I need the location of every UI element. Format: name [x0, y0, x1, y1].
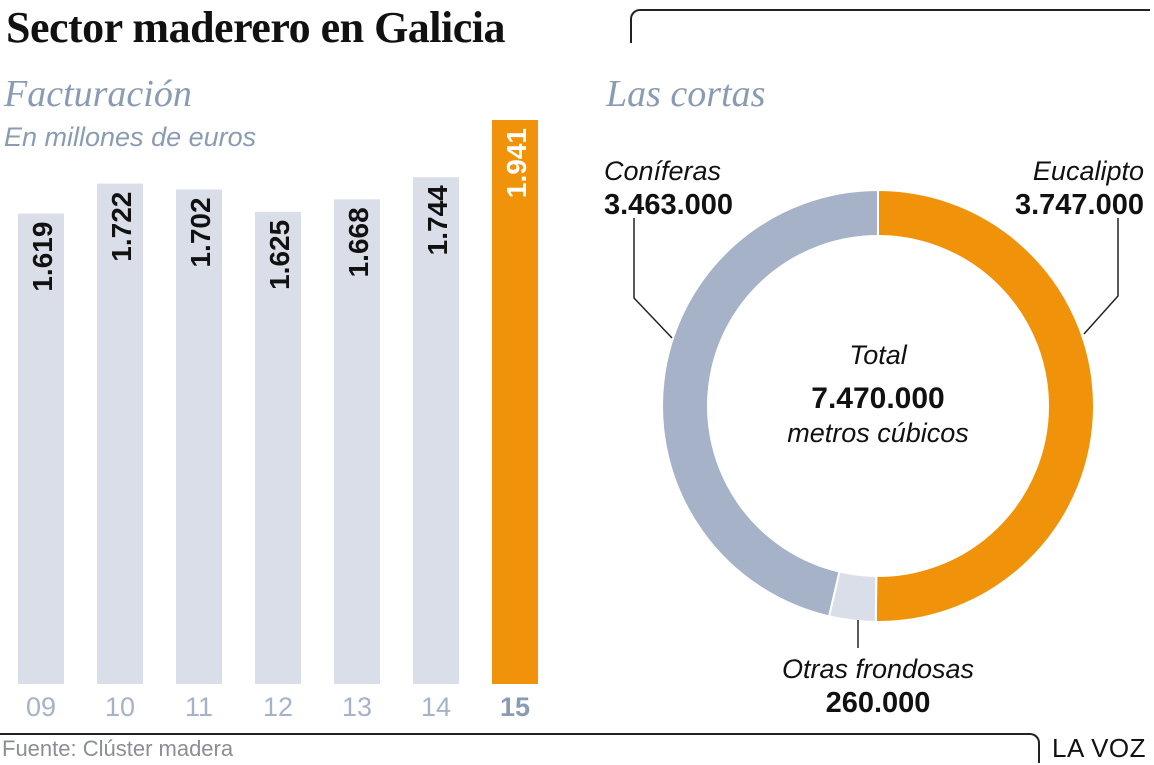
slice-name-otras-frondosas: Otras frondosas [782, 654, 974, 684]
donut-center-caption: Total [849, 340, 908, 370]
footer-rule [0, 733, 1040, 763]
bar-13 [334, 199, 380, 685]
title-rule [630, 9, 1150, 43]
slice-name-eucalipto: Eucalipto [1033, 156, 1144, 186]
bar-10 [97, 183, 143, 684]
slice-value-eucalipto: 3.747.000 [1015, 189, 1144, 221]
leader-line-coniferas [633, 218, 673, 339]
bar-09 [18, 213, 64, 684]
x-tick-13: 13 [342, 692, 372, 722]
slice-value-otras-frondosas: 260.000 [826, 687, 931, 719]
x-tick-10: 10 [105, 692, 135, 722]
bar-value-label-11: 1.702 [185, 197, 216, 267]
bar-value-label-13: 1.668 [343, 207, 374, 277]
donut-chart-title: Las cortas [606, 73, 766, 115]
brand-logo: LA VOZ [1052, 733, 1147, 763]
x-tick-12: 12 [263, 692, 293, 722]
bar-15 [492, 120, 538, 684]
x-tick-14: 14 [421, 692, 451, 722]
donut-center-unit: metros cúbicos [787, 418, 969, 448]
bar-value-label-12: 1.625 [264, 220, 295, 290]
slice-name-coniferas: Coníferas [604, 156, 721, 186]
donut-slice-con-feras [660, 188, 879, 618]
slice-value-coniferas: 3.463.000 [604, 189, 733, 221]
donut-center-total: 7.470.000 [811, 382, 944, 415]
page-title: Sector maderero en Galicia [6, 3, 506, 52]
bar-value-label-15: 1.941 [501, 128, 532, 198]
bar-chart-title: Facturación [4, 73, 192, 115]
x-tick-09: 09 [26, 692, 56, 722]
bar-chart-subtitle: En millones de euros [4, 122, 257, 152]
bar-12 [255, 211, 301, 684]
bar-14 [413, 177, 459, 684]
bar-11 [176, 189, 222, 685]
bar-value-label-10: 1.722 [106, 192, 137, 262]
donut-slice-eucalipto [874, 188, 1095, 623]
x-tick-11: 11 [185, 692, 213, 722]
source-note: Fuente: Clúster madera [2, 736, 234, 761]
leader-line-eucalipto [1083, 218, 1119, 335]
x-tick-15: 15 [500, 692, 530, 722]
bar-value-label-14: 1.744 [422, 185, 453, 255]
bar-value-label-09: 1.619 [27, 222, 58, 292]
